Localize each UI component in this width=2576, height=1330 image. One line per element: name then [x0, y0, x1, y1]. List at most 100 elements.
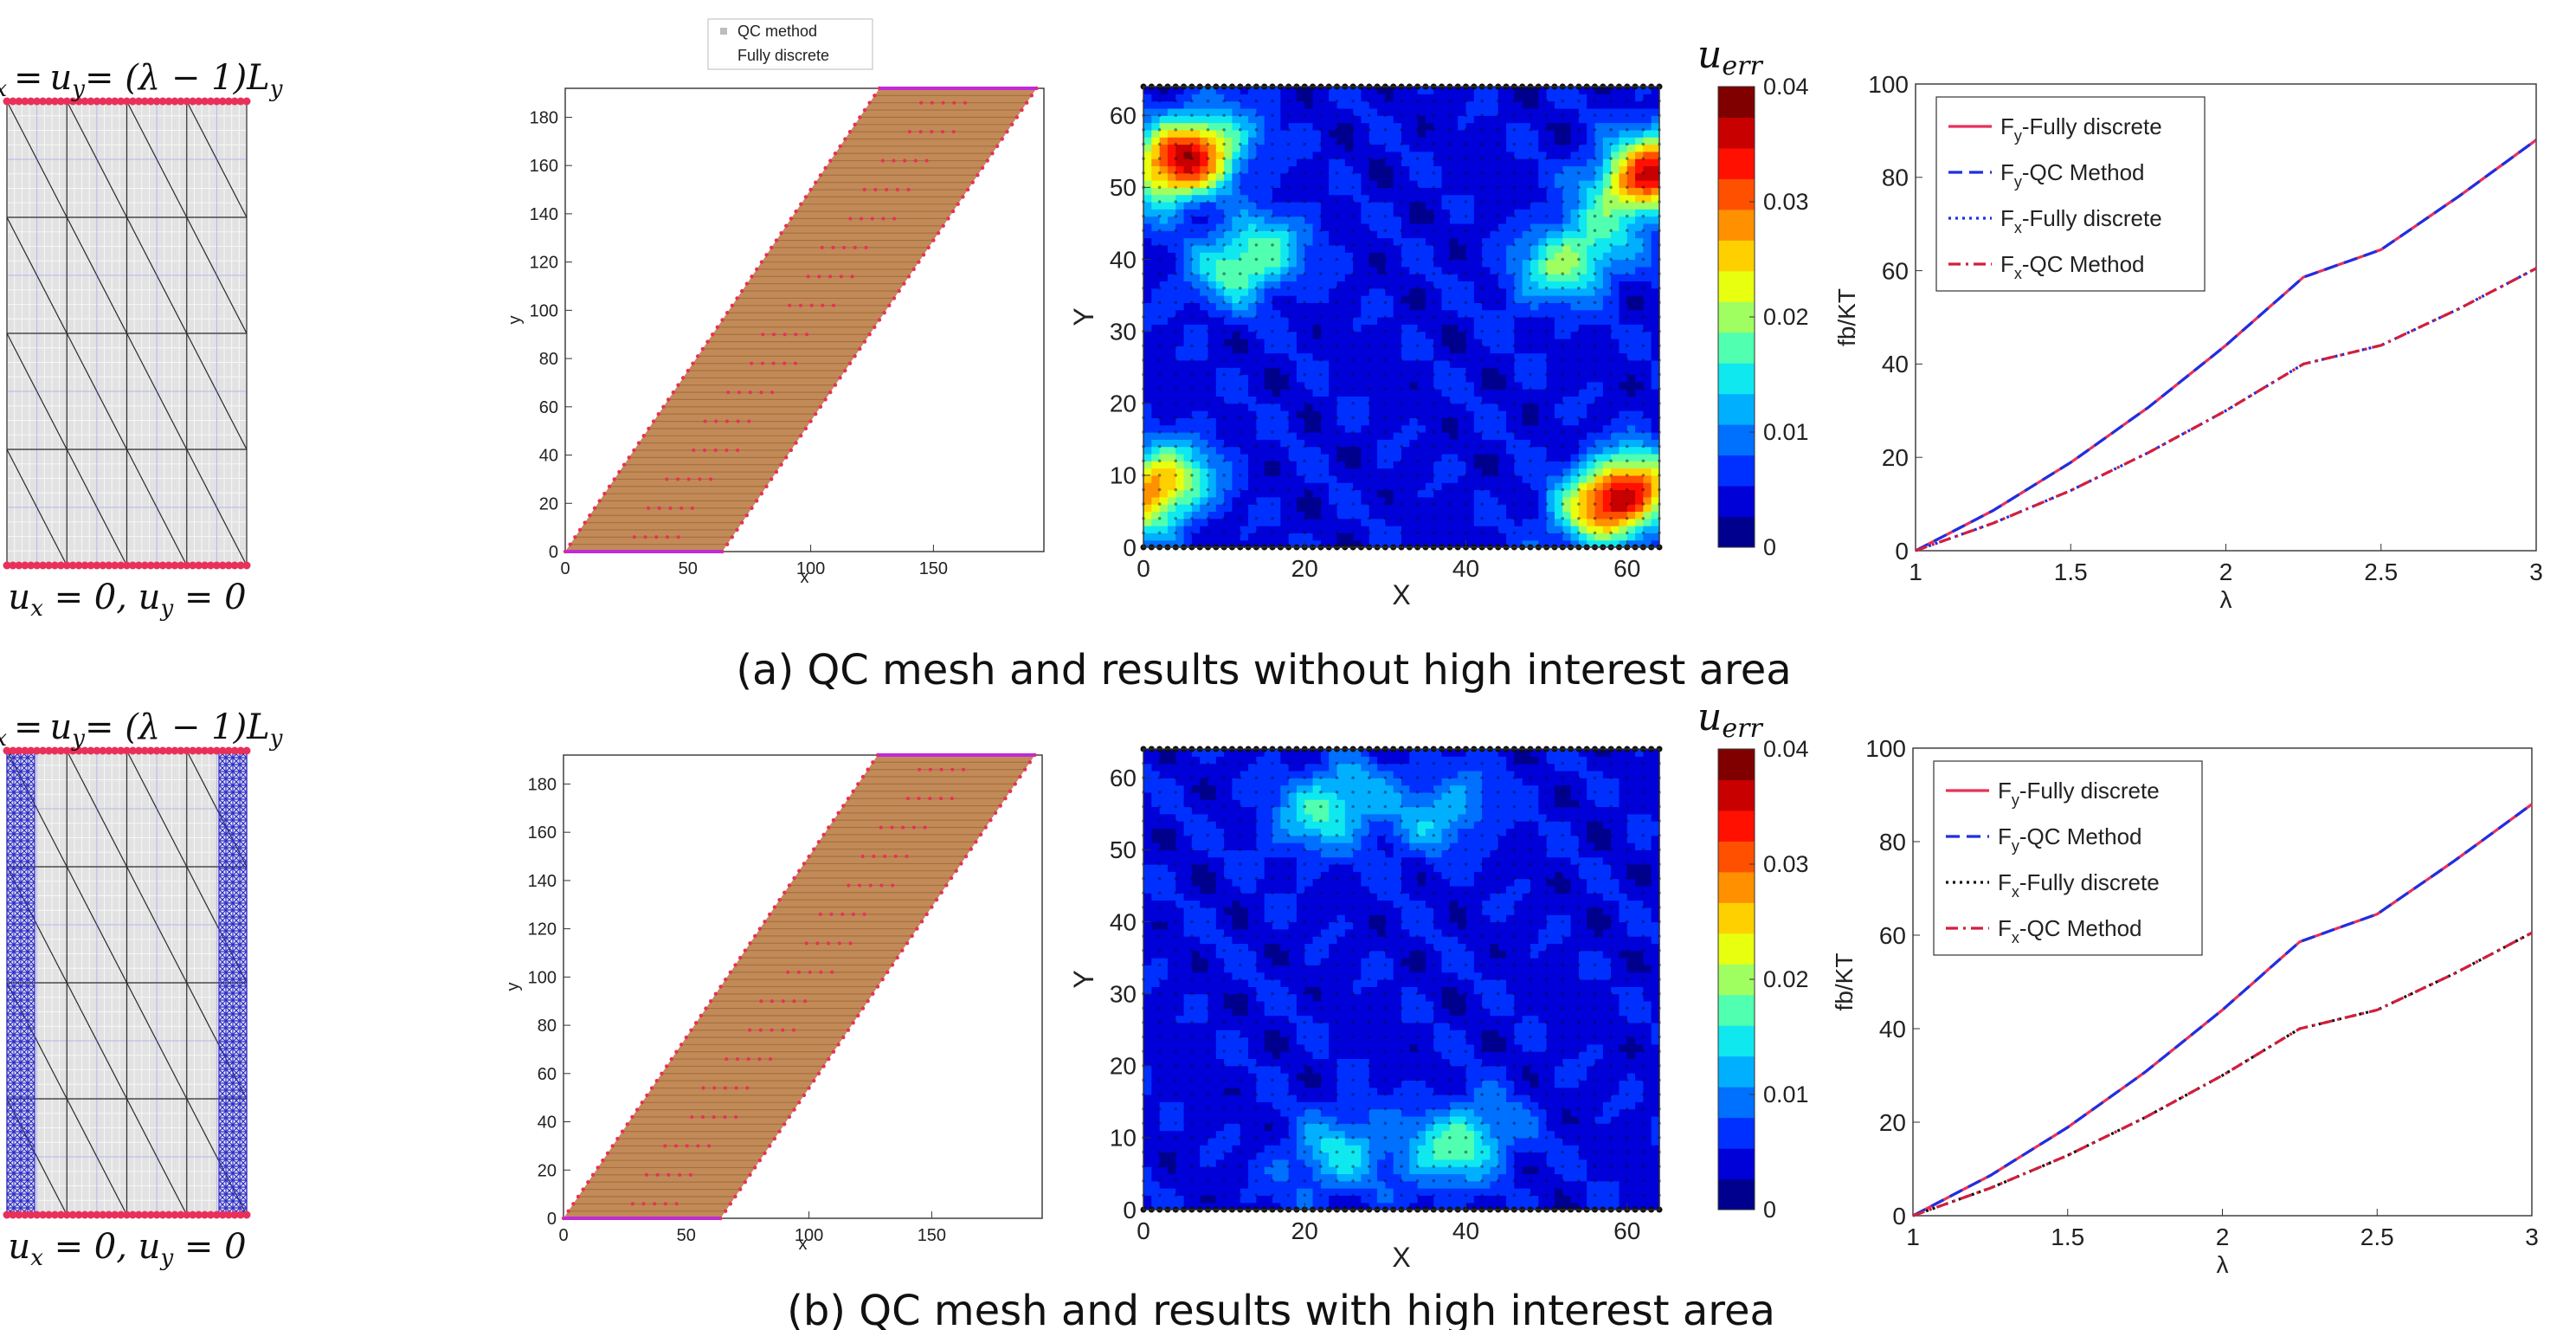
fine-mesh-diagonal — [20, 895, 29, 904]
heatmap-cell — [1449, 244, 1459, 253]
heatmap-cell — [1465, 252, 1475, 261]
heatmap-cell — [1280, 309, 1290, 318]
heatmap-cell — [1441, 374, 1451, 383]
heatmap-cell — [1183, 446, 1193, 455]
heatmap-cell — [1433, 439, 1443, 448]
interior-atom — [951, 130, 956, 134]
heatmap-cell — [1183, 94, 1193, 102]
heatmap-cell — [1425, 410, 1434, 418]
heatmap-cell — [1248, 137, 1257, 145]
edge-atom — [892, 296, 897, 300]
edge-atom — [770, 477, 774, 481]
heatmap-cell — [1240, 417, 1249, 426]
heatmap-cell — [1353, 237, 1362, 246]
heatmap-cell — [1385, 216, 1394, 224]
heatmap-cell — [1320, 216, 1330, 224]
heatmap-cell — [1272, 489, 1281, 498]
interior-atom — [690, 506, 694, 510]
heatmap-cell — [1312, 266, 1322, 274]
heatmap-cell — [1425, 309, 1434, 318]
heatmap-cell — [1183, 511, 1193, 520]
heatmap-cell — [1353, 187, 1362, 196]
interior-atom — [860, 216, 864, 221]
heatmap-cell — [1256, 137, 1265, 145]
heatmap-cell — [1465, 489, 1475, 498]
heatmap-cell — [1401, 216, 1410, 224]
heatmap-cell — [1385, 381, 1394, 390]
edge-atom — [961, 195, 965, 199]
fine-mesh-diagonal — [6, 868, 15, 876]
edge-atom — [882, 310, 886, 315]
edge-atom — [887, 303, 892, 307]
heatmap-cell — [1417, 252, 1426, 261]
heatmap-cell — [1200, 209, 1209, 217]
fine-mesh-diagonal — [20, 1193, 29, 1202]
heatmap-cell — [1409, 209, 1419, 217]
bc-subscript: x — [30, 1245, 43, 1271]
heatmap-cell — [1425, 504, 1434, 513]
heatmap-cell — [1401, 87, 1410, 94]
interior-atom — [747, 419, 751, 423]
heatmap-cell — [1449, 410, 1459, 418]
fine-mesh-diagonal — [218, 1069, 227, 1077]
mesh-diagonal — [66, 982, 128, 1100]
heatmap-cell — [1240, 396, 1249, 404]
heatmap-cell — [1433, 468, 1443, 476]
heatmap-cell — [1393, 446, 1402, 455]
heatmap-cell — [1393, 489, 1402, 498]
heatmap-cell — [1385, 244, 1394, 253]
heatmap-cell — [1175, 432, 1185, 440]
heatmap-cell — [1353, 180, 1362, 188]
heatmap-cell — [1143, 266, 1152, 274]
fine-mesh-diagonal — [20, 978, 29, 987]
interior-atom — [796, 970, 801, 974]
heatmap-cell — [1167, 511, 1176, 520]
heatmap-cell — [1377, 244, 1386, 253]
heatmap-cell — [1449, 432, 1459, 440]
heatmap-cell — [1240, 151, 1249, 159]
edge-atom — [757, 926, 763, 931]
heatmap-cell — [1425, 100, 1434, 109]
heatmap-cell — [1224, 504, 1233, 513]
heatmap-cell — [1215, 539, 1225, 548]
heatmap-cell — [1296, 115, 1305, 124]
heatmap-cell — [1417, 87, 1426, 94]
fine-mesh-diagonal — [225, 875, 234, 883]
edge-atom — [748, 1172, 752, 1178]
fine-mesh-diagonal — [232, 1034, 241, 1043]
fine-mesh-diagonal — [20, 764, 29, 772]
heatmap-cell — [1159, 237, 1169, 246]
heatmap-cell — [1368, 281, 1378, 289]
heatmap-cell — [1288, 137, 1298, 145]
fine-mesh-diagonal — [225, 812, 234, 821]
heatmap-cell — [1224, 331, 1233, 339]
heatmap-cell — [1232, 424, 1241, 433]
edge-atom — [640, 1101, 644, 1105]
fine-mesh-diagonal — [239, 888, 248, 897]
heatmap-cell — [1465, 180, 1475, 188]
heatmap-cell — [1385, 475, 1394, 483]
heatmap-cell — [1280, 338, 1290, 346]
heatmap-cell — [1240, 504, 1249, 513]
fine-mesh-diagonal — [27, 1055, 35, 1063]
heatmap-cell — [1232, 518, 1241, 526]
heatmap-cell — [1336, 338, 1346, 346]
heatmap-cell — [1175, 216, 1185, 224]
heatmap-cell — [1167, 244, 1176, 253]
edge-atom — [828, 390, 833, 395]
interior-atom — [950, 767, 955, 772]
heatmap-cell — [1393, 115, 1402, 124]
heatmap-cell — [1344, 237, 1354, 246]
heatmap-cell — [1280, 446, 1290, 455]
heatmap-cell — [1465, 389, 1475, 397]
heatmap-cell — [1208, 230, 1217, 239]
heatmap-cell — [1183, 281, 1193, 289]
heatmap-cell — [1312, 144, 1322, 152]
heatmap-cell — [1175, 165, 1185, 174]
heatmap-cell — [1248, 533, 1257, 541]
heatmap-cell — [1393, 496, 1402, 505]
boundary-node — [93, 746, 101, 755]
heatmap-cell — [1175, 446, 1185, 455]
